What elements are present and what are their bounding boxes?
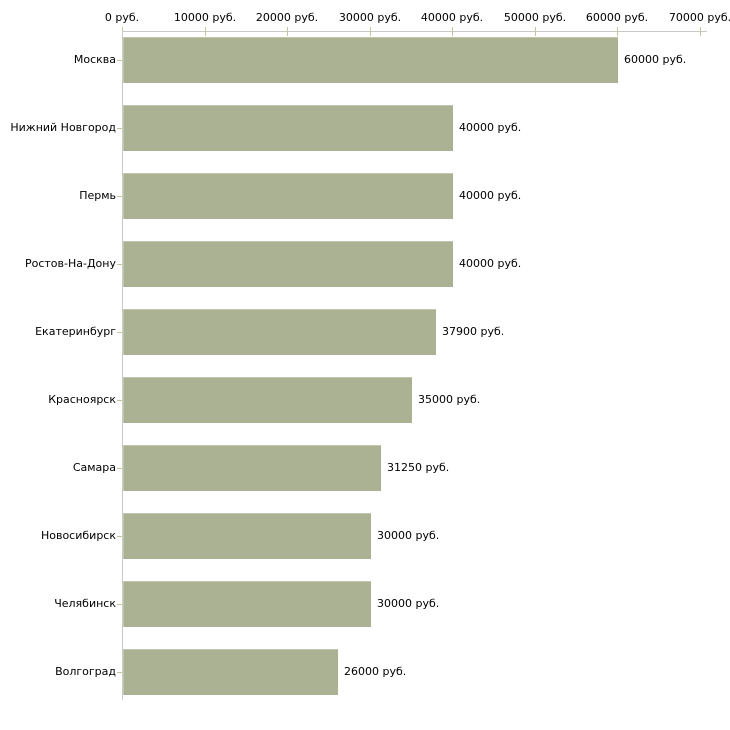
x-axis-tick-label: 40000 руб. <box>420 11 484 24</box>
x-axis-tick-label: 30000 руб. <box>338 11 402 24</box>
y-axis-line <box>122 31 123 700</box>
bar <box>123 105 453 151</box>
y-axis-tick <box>117 672 122 673</box>
category-label: Самара <box>72 461 116 474</box>
x-axis-tick <box>452 27 453 36</box>
category-label: Нижний Новгород <box>10 121 116 134</box>
x-axis-tick-label: 70000 руб. <box>668 11 730 24</box>
bar <box>123 513 371 559</box>
y-axis-tick <box>117 196 122 197</box>
bar <box>123 581 371 627</box>
value-label: 26000 руб. <box>344 665 407 678</box>
value-label: 30000 руб. <box>377 529 440 542</box>
bar <box>123 173 453 219</box>
x-axis-tick-label: 50000 руб. <box>503 11 567 24</box>
x-axis-tick <box>535 27 536 36</box>
value-label: 31250 руб. <box>387 461 450 474</box>
value-label: 40000 руб. <box>459 189 522 202</box>
category-label: Москва <box>73 53 116 66</box>
value-label: 30000 руб. <box>377 597 440 610</box>
category-label: Красноярск <box>48 393 116 406</box>
value-label: 37900 руб. <box>442 325 505 338</box>
x-axis-tick <box>370 27 371 36</box>
category-label: Пермь <box>79 189 116 202</box>
value-label: 40000 руб. <box>459 121 522 134</box>
y-axis-tick <box>117 264 122 265</box>
x-axis-tick-label: 20000 руб. <box>255 11 319 24</box>
y-axis-tick <box>117 128 122 129</box>
bar <box>123 241 453 287</box>
y-axis-tick <box>117 536 122 537</box>
y-axis-tick <box>117 468 122 469</box>
y-axis-tick <box>117 604 122 605</box>
bar <box>123 377 412 423</box>
y-axis-tick <box>117 332 122 333</box>
x-axis-tick <box>205 27 206 36</box>
value-label: 60000 руб. <box>624 53 687 66</box>
category-label: Волгоград <box>55 665 116 678</box>
bar <box>123 445 381 491</box>
category-label: Ростов-На-Дону <box>24 257 116 270</box>
bar <box>123 649 338 695</box>
x-axis-tick <box>700 27 701 36</box>
x-axis-tick <box>287 27 288 36</box>
value-label: 35000 руб. <box>418 393 481 406</box>
x-axis-tick <box>617 27 618 36</box>
x-axis-tick-label: 10000 руб. <box>173 11 237 24</box>
category-label: Новосибирск <box>40 529 116 542</box>
y-axis-tick <box>117 400 122 401</box>
x-axis-line <box>122 31 707 32</box>
bar <box>123 37 618 83</box>
category-label: Челябинск <box>54 597 116 610</box>
value-label: 40000 руб. <box>459 257 522 270</box>
x-axis-tick-label: 0 руб. <box>104 11 140 24</box>
bar <box>123 309 436 355</box>
x-axis-tick-label: 60000 руб. <box>585 11 649 24</box>
y-axis-tick <box>117 60 122 61</box>
category-label: Екатеринбург <box>35 325 116 338</box>
